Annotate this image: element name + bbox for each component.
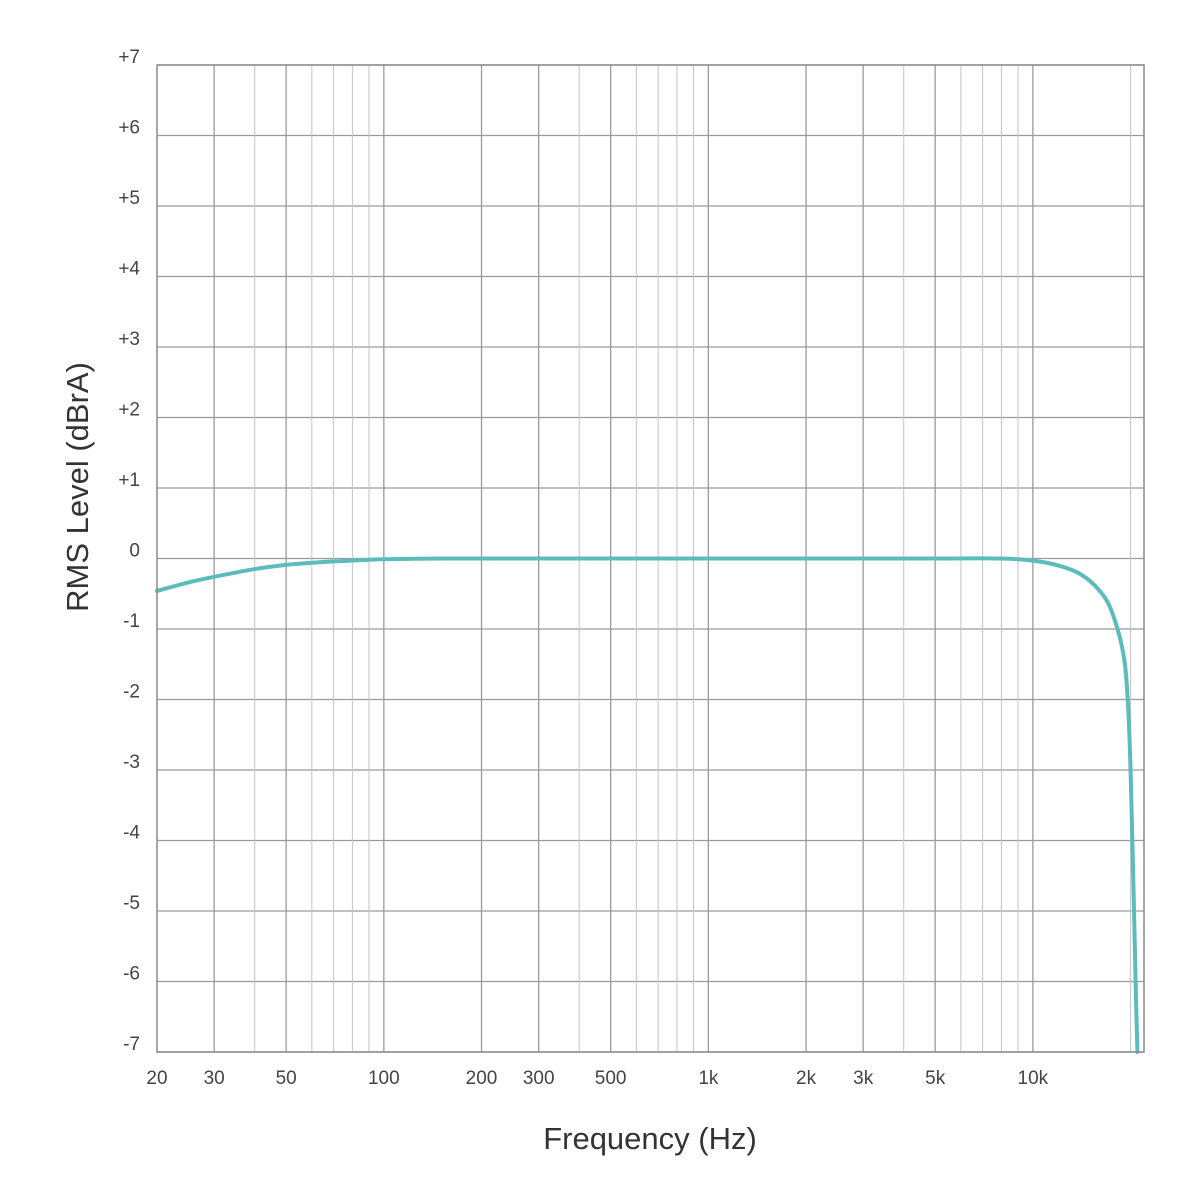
- y-tick-label: +4: [118, 259, 140, 280]
- x-tick-label: 300: [523, 1068, 555, 1089]
- x-axis-ticks: 20 30 50 100 200 300 500 1k 2k 3k 5k 10k: [146, 1068, 1048, 1089]
- x-tick-label: 2k: [796, 1068, 817, 1089]
- y-tick-label: +7: [118, 47, 140, 68]
- x-tick-label: 500: [595, 1068, 627, 1089]
- y-tick-label: +3: [118, 329, 140, 350]
- x-tick-label: 5k: [925, 1068, 946, 1089]
- x-axis-title: Frequency (Hz): [543, 1121, 757, 1156]
- series-layer: [155, 556, 1140, 1054]
- y-tick-label: -4: [123, 823, 140, 844]
- x-tick-label: 50: [276, 1068, 297, 1089]
- y-tick-label: -5: [123, 893, 140, 914]
- response-curve: [155, 556, 1140, 1054]
- y-tick-label: -6: [123, 964, 140, 985]
- x-tick-label: 1k: [698, 1068, 719, 1089]
- x-tick-label: 10k: [1018, 1068, 1049, 1089]
- x-tick-label: 20: [146, 1068, 167, 1089]
- x-tick-label: 30: [204, 1068, 225, 1089]
- y-tick-label: +1: [118, 470, 140, 491]
- x-tick-label: 100: [368, 1068, 400, 1089]
- y-tick-label: +6: [118, 118, 140, 139]
- y-tick-label: -7: [123, 1034, 140, 1055]
- y-tick-label: -3: [123, 752, 140, 773]
- y-axis-title: RMS Level (dBrA): [60, 362, 95, 612]
- y-tick-label: -1: [123, 611, 140, 632]
- y-tick-label: -2: [123, 682, 140, 703]
- y-tick-label: 0: [129, 541, 140, 562]
- x-tick-label: 200: [466, 1068, 498, 1089]
- y-tick-label: +5: [118, 188, 140, 209]
- x-tick-label: 3k: [853, 1068, 874, 1089]
- y-axis-ticks: +7 +6 +5 +4 +3 +2 +1 0 -1 -2 -3 -4 -5 -6 -7: [118, 47, 140, 1055]
- plot-frame: [156, 64, 1145, 1053]
- y-tick-label: +2: [118, 400, 140, 421]
